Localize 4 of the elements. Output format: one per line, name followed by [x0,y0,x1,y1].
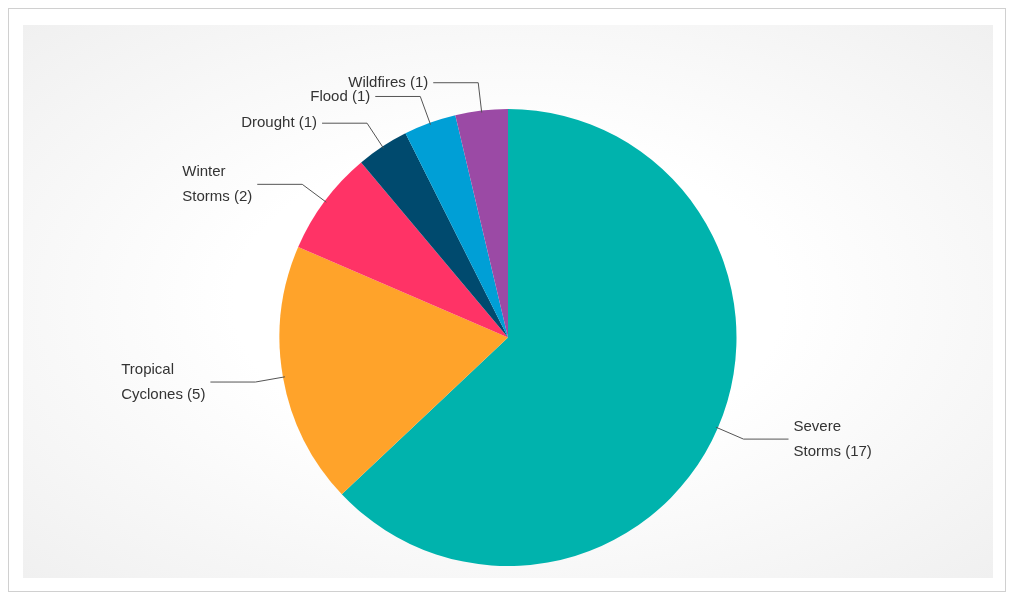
slice-label: Severe Storms (17) [793,416,872,459]
slice-label: Tropical Cyclones (5) [121,359,206,402]
slice-label: Drought (1) [241,113,318,131]
slice-label: Winter Storms (2) [182,161,253,204]
